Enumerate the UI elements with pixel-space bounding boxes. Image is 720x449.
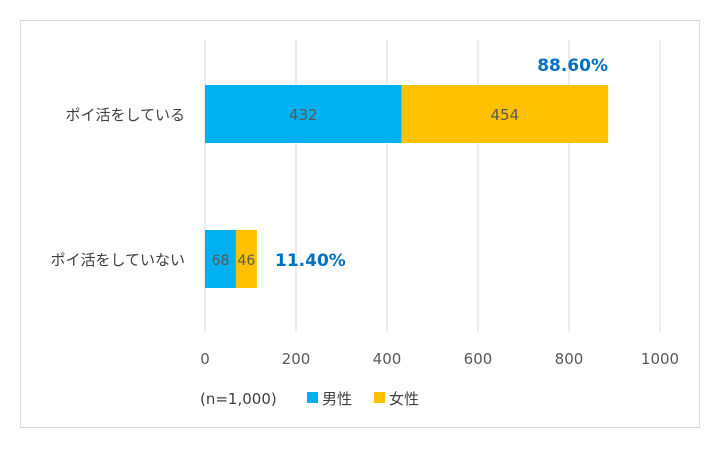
data-label: 454 [491,106,520,124]
bar-segment [205,230,236,288]
sample-size-note: (n=1,000) [200,390,277,408]
bar-segment [401,85,609,143]
data-label: 68 [212,253,230,269]
legend-swatch [374,392,385,403]
data-label: 46 [237,253,255,269]
x-tick-label: 400 [373,350,402,368]
category-label: ポイ活をしていない [50,251,185,269]
bar-segment [205,85,402,143]
chart-frame [20,20,700,428]
x-tick-label: 200 [282,350,311,368]
x-tick-label: 600 [464,350,493,368]
x-tick-label: 1000 [641,350,679,368]
total-label: 88.60% [537,56,608,76]
bar-segment [235,230,257,288]
legend-swatch [307,392,318,403]
total-label: 11.40% [275,251,346,271]
data-label: 432 [289,106,318,124]
legend-label: 男性 [322,390,352,408]
legend-label: 女性 [389,390,419,408]
x-tick-label: 0 [200,350,210,368]
category-label: ポイ活をしている [65,106,185,124]
x-tick-label: 800 [555,350,584,368]
